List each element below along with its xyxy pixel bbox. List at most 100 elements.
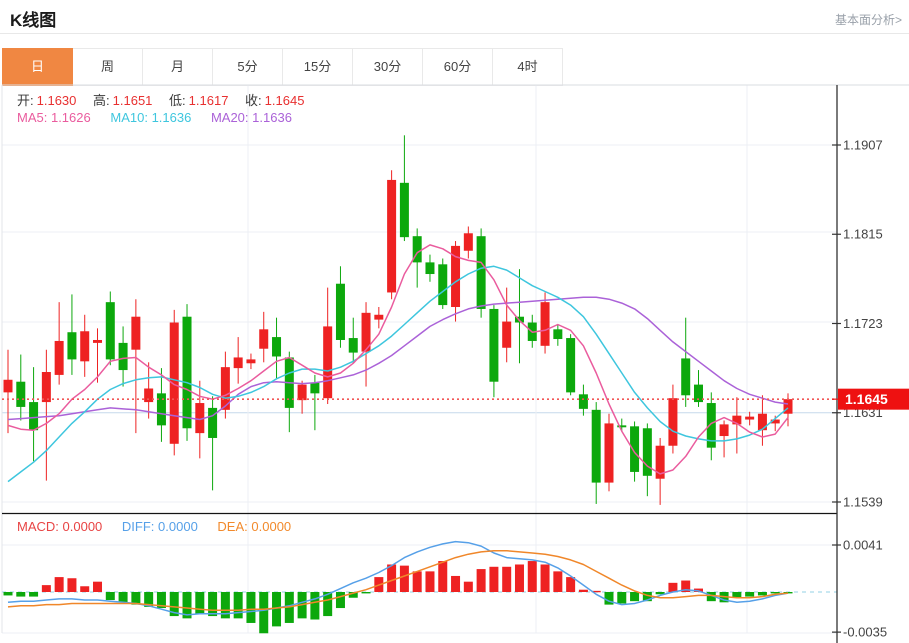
candle[interactable] <box>681 317 691 407</box>
candle[interactable] <box>706 392 716 461</box>
tab-日[interactable]: 日 <box>2 48 73 86</box>
candle[interactable] <box>272 317 282 379</box>
candle[interactable] <box>284 351 294 433</box>
candle[interactable] <box>438 258 448 309</box>
candle[interactable] <box>476 228 486 318</box>
macd-bar[interactable] <box>93 581 103 592</box>
macd-bar[interactable] <box>387 564 397 592</box>
macd-bar[interactable] <box>451 575 461 592</box>
candle[interactable] <box>156 368 166 442</box>
macd-bar[interactable] <box>310 592 320 620</box>
macd-bar[interactable] <box>246 592 256 623</box>
macd-bar[interactable] <box>566 577 576 592</box>
macd-bar[interactable] <box>169 592 179 617</box>
candle[interactable] <box>412 228 422 288</box>
candle[interactable] <box>502 287 512 363</box>
macd-bar[interactable] <box>156 592 166 609</box>
tab-30分[interactable]: 30分 <box>353 48 423 86</box>
macd-bar[interactable] <box>144 592 154 607</box>
fundamental-analysis-link[interactable]: 基本面分析> <box>834 13 902 27</box>
macd-bar[interactable] <box>80 586 90 592</box>
candle[interactable] <box>259 311 269 363</box>
candle[interactable] <box>310 374 320 431</box>
candle[interactable] <box>29 367 39 462</box>
macd-bar[interactable] <box>642 592 652 602</box>
macd-bar[interactable] <box>476 569 486 592</box>
macd-bar[interactable] <box>578 589 588 592</box>
candle[interactable] <box>540 292 550 354</box>
candle[interactable] <box>105 291 115 366</box>
macd-bar[interactable] <box>591 590 601 593</box>
macd-bar[interactable] <box>706 592 716 602</box>
candle[interactable] <box>208 396 218 491</box>
candle[interactable] <box>387 170 397 300</box>
macd-bar[interactable] <box>118 592 128 603</box>
macd-bar[interactable] <box>29 592 39 597</box>
candle[interactable] <box>642 423 652 497</box>
candle[interactable] <box>3 349 13 434</box>
candle[interactable] <box>732 397 742 454</box>
macd-bar[interactable] <box>54 577 64 592</box>
macd-bar[interactable] <box>502 566 512 592</box>
candle[interactable] <box>182 304 192 441</box>
candle[interactable] <box>399 135 409 242</box>
macd-bar[interactable] <box>361 592 371 594</box>
tab-月[interactable]: 月 <box>143 48 213 86</box>
candle[interactable] <box>297 380 307 414</box>
macd-bar[interactable] <box>527 561 537 592</box>
macd-bar[interactable] <box>412 571 422 592</box>
candle[interactable] <box>323 287 333 405</box>
candle[interactable] <box>668 384 678 454</box>
macd-bar[interactable] <box>233 592 243 619</box>
candle[interactable] <box>169 309 179 456</box>
candle[interactable] <box>16 354 26 421</box>
macd-bar[interactable] <box>540 564 550 592</box>
macd-bar[interactable] <box>668 582 678 592</box>
macd-bar[interactable] <box>220 592 230 619</box>
candle[interactable] <box>131 299 141 434</box>
candle[interactable] <box>655 437 665 505</box>
macd-bar[interactable] <box>259 592 269 634</box>
macd-bar[interactable] <box>757 592 767 596</box>
macd-bar[interactable] <box>463 581 473 592</box>
macd-bar[interactable] <box>195 592 205 614</box>
candle[interactable] <box>80 314 90 377</box>
candle[interactable] <box>361 302 371 387</box>
candle[interactable] <box>335 266 345 348</box>
macd-bar[interactable] <box>438 561 448 592</box>
macd-bar[interactable] <box>617 592 627 604</box>
candle[interactable] <box>233 337 243 384</box>
candle[interactable] <box>591 402 601 504</box>
candle[interactable] <box>348 317 358 364</box>
macd-bar[interactable] <box>783 592 793 594</box>
macd-bar[interactable] <box>208 592 218 617</box>
macd-bar[interactable] <box>182 592 192 619</box>
macd-bar[interactable] <box>681 580 691 592</box>
candle[interactable] <box>566 334 576 396</box>
candle[interactable] <box>54 302 64 385</box>
candle[interactable] <box>246 353 256 370</box>
macd-bar[interactable] <box>272 592 282 627</box>
macd-bar[interactable] <box>604 592 614 605</box>
macd-bar[interactable] <box>131 592 141 605</box>
macd-bar[interactable] <box>399 565 409 592</box>
candle[interactable] <box>617 418 627 432</box>
candle[interactable] <box>489 305 499 398</box>
candle[interactable] <box>144 362 154 419</box>
candle[interactable] <box>578 384 588 416</box>
macd-bar[interactable] <box>655 592 665 595</box>
candle[interactable] <box>719 420 729 458</box>
candle[interactable] <box>757 395 767 446</box>
tab-5分[interactable]: 5分 <box>213 48 283 86</box>
macd-bar[interactable] <box>41 585 51 592</box>
candle[interactable] <box>745 411 755 426</box>
macd-bar[interactable] <box>489 566 499 592</box>
candle[interactable] <box>553 324 563 346</box>
candle[interactable] <box>67 294 77 375</box>
macd-bar[interactable] <box>3 592 13 596</box>
candle[interactable] <box>604 413 614 492</box>
macd-bar[interactable] <box>335 592 345 609</box>
macd-bar[interactable] <box>630 592 640 602</box>
candle[interactable] <box>693 370 703 407</box>
candle[interactable] <box>118 326 128 387</box>
